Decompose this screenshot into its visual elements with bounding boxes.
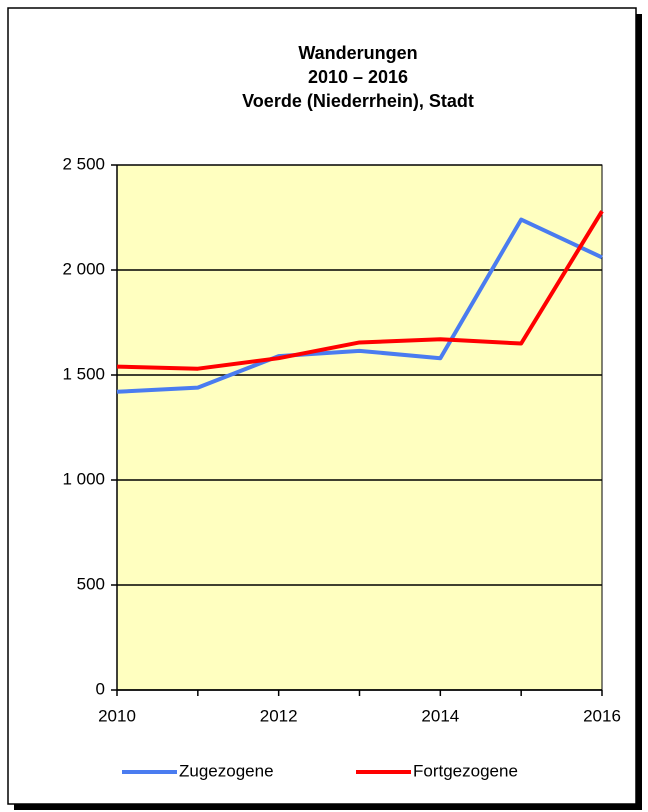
y-tick-label: 1 500 <box>62 364 105 383</box>
legend-label: Zugezogene <box>179 761 274 780</box>
y-tick-label: 1 000 <box>62 469 105 488</box>
chart-title: 2010 – 2016 <box>308 67 408 87</box>
y-tick-label: 0 <box>96 679 105 698</box>
plot-area <box>117 165 602 690</box>
x-tick-label: 2012 <box>260 706 298 725</box>
y-tick-label: 500 <box>77 574 105 593</box>
plot-border <box>116 164 603 691</box>
chart-title: Wanderungen <box>298 43 417 63</box>
y-tick-label: 2 500 <box>62 154 105 173</box>
series-line <box>116 210 604 371</box>
chart-title: Voerde (Niederrhein), Stadt <box>242 91 474 111</box>
series-line <box>116 217 603 394</box>
legend-label: Fortgezogene <box>413 761 518 780</box>
x-tick-label: 2014 <box>421 706 459 725</box>
x-tick-label: 2016 <box>583 706 621 725</box>
y-tick-label: 2 000 <box>62 259 105 278</box>
x-tick-label: 2010 <box>98 706 136 725</box>
